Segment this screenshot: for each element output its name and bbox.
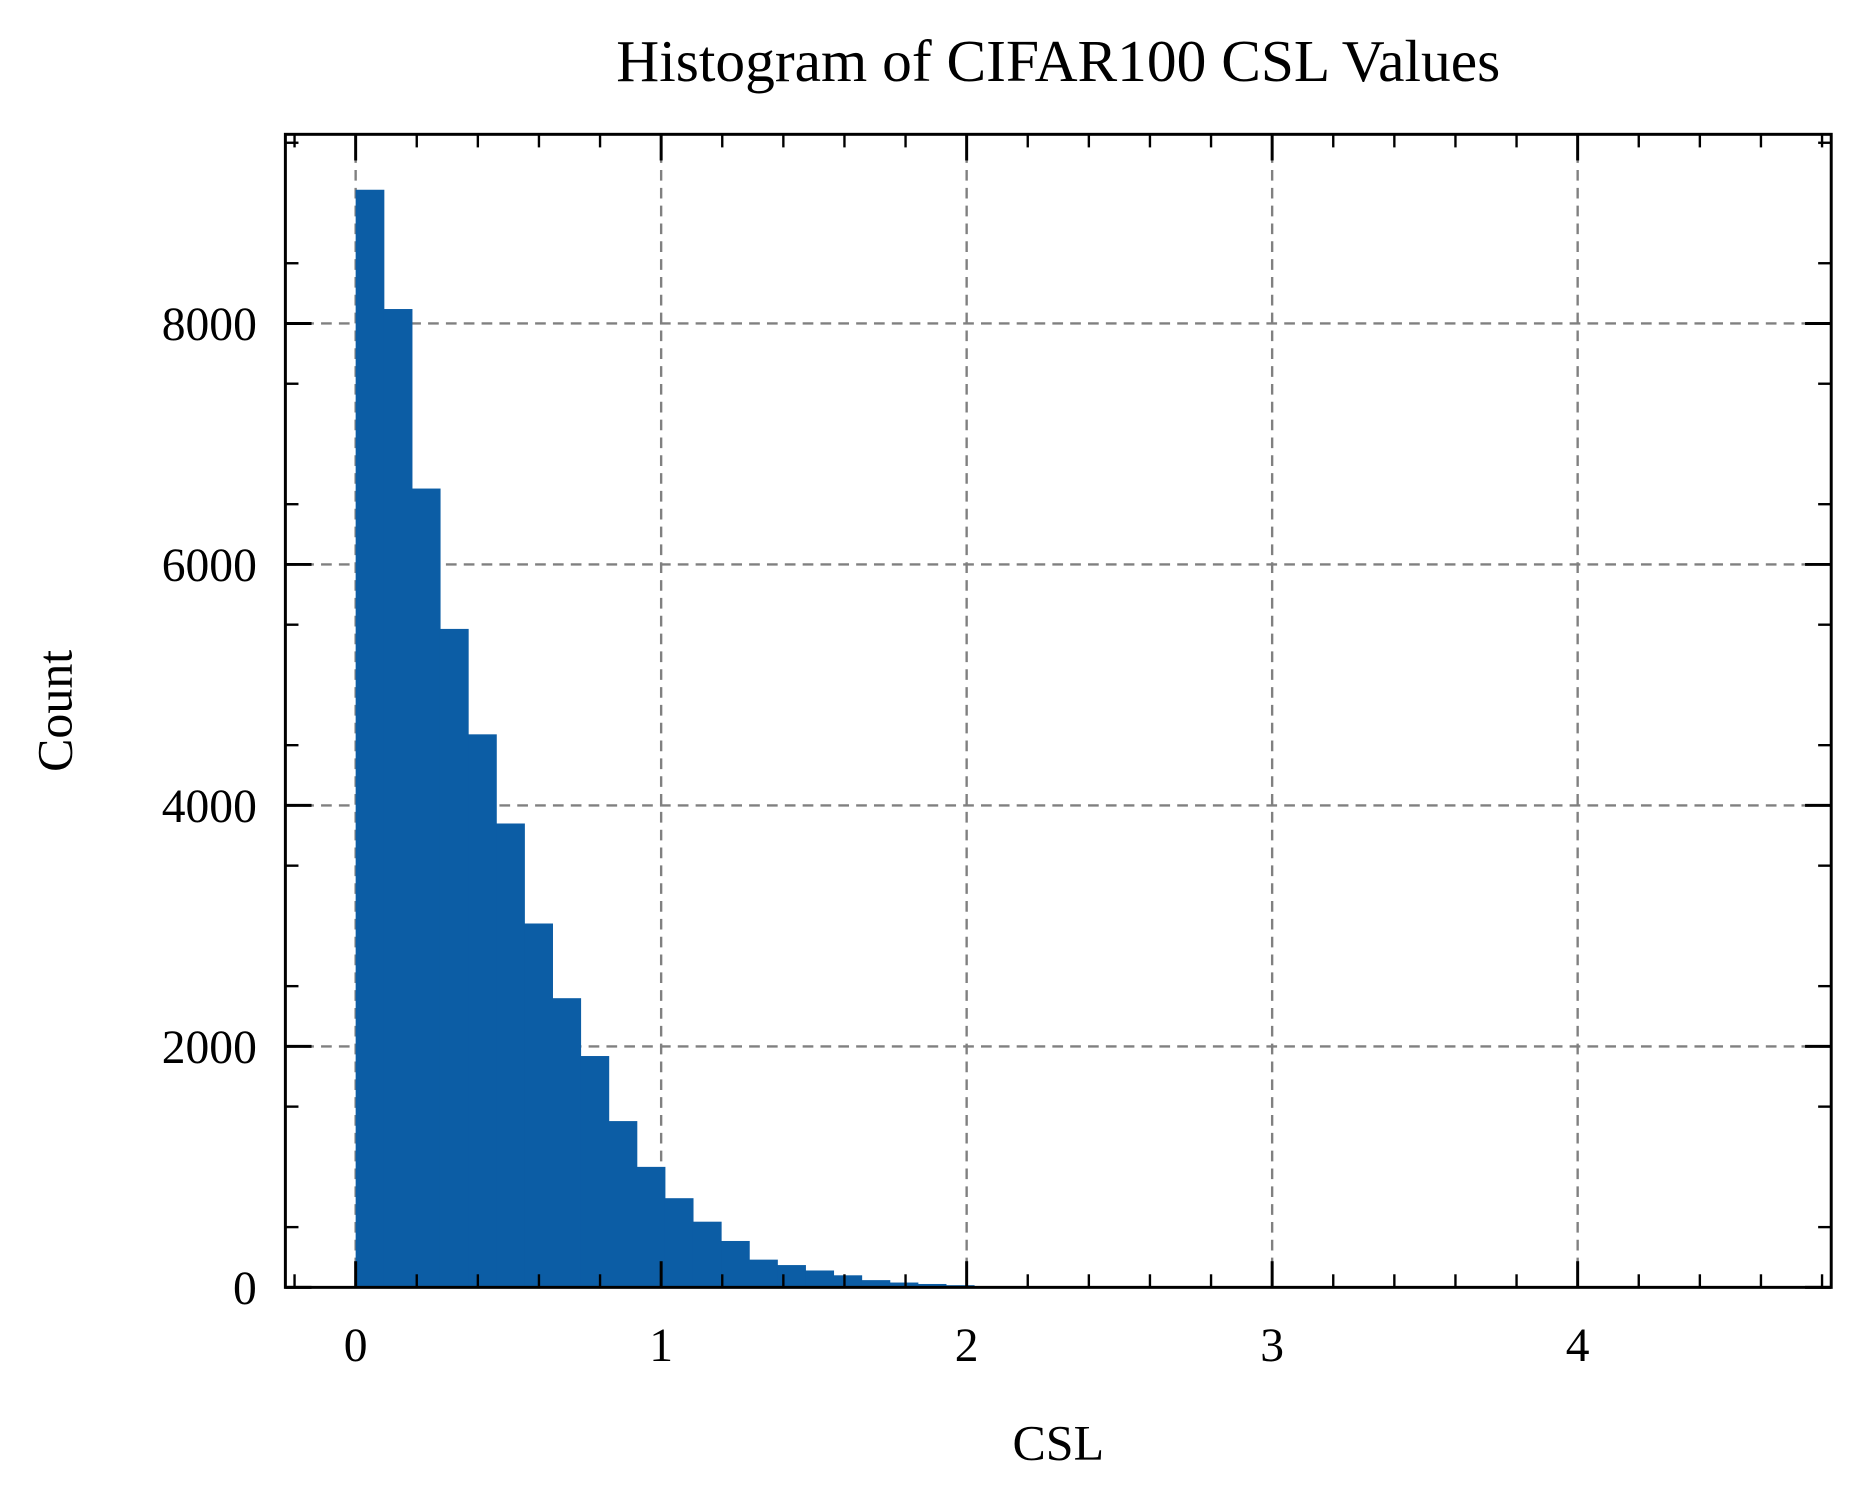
histogram-bar (524, 923, 553, 1288)
x-tick-label: 2 (955, 1320, 979, 1372)
histogram-bar (552, 998, 582, 1288)
histogram-bar (580, 1056, 610, 1288)
histogram-bar (383, 309, 413, 1288)
y-tick-label: 2000 (162, 1022, 257, 1074)
y-axis-label: Count (27, 650, 82, 772)
histogram-bar (355, 189, 385, 1288)
histogram-bar (917, 1283, 947, 1288)
histogram-bar (692, 1221, 722, 1288)
histogram-bar (889, 1282, 919, 1288)
x-tick-label: 3 (1260, 1320, 1284, 1372)
histogram-bar (608, 1121, 638, 1288)
x-tick-label: 4 (1566, 1320, 1590, 1372)
histogram-bar (777, 1265, 806, 1288)
histogram-bar (749, 1259, 778, 1288)
y-tick-label: 6000 (162, 540, 257, 592)
bars (355, 189, 1762, 1288)
histogram-bar (861, 1280, 891, 1288)
y-tick-label: 4000 (162, 781, 257, 833)
chart-title: Histogram of CIFAR100 CSL Values (616, 28, 1500, 94)
y-tick-label: 8000 (162, 299, 257, 351)
histogram-bar (468, 734, 497, 1288)
x-tick-label: 1 (649, 1320, 673, 1372)
x-axis-label: CSL (1013, 1416, 1105, 1471)
histogram-bar (496, 823, 525, 1288)
histogram-bar (411, 488, 441, 1288)
y-tick-labels: 0 2000 4000 6000 8000 (162, 299, 257, 1315)
histogram-bar (833, 1275, 863, 1288)
x-tick-labels: 0 1 2 3 4 (344, 1320, 1590, 1372)
histogram-bar (439, 628, 469, 1288)
x-tick-label: 0 (344, 1320, 368, 1372)
histogram-bar (664, 1198, 694, 1288)
histogram-bar (721, 1240, 750, 1288)
histogram-bar (805, 1270, 835, 1288)
y-tick-label: 0 (233, 1263, 257, 1315)
axes-frame (283, 132, 1833, 1289)
